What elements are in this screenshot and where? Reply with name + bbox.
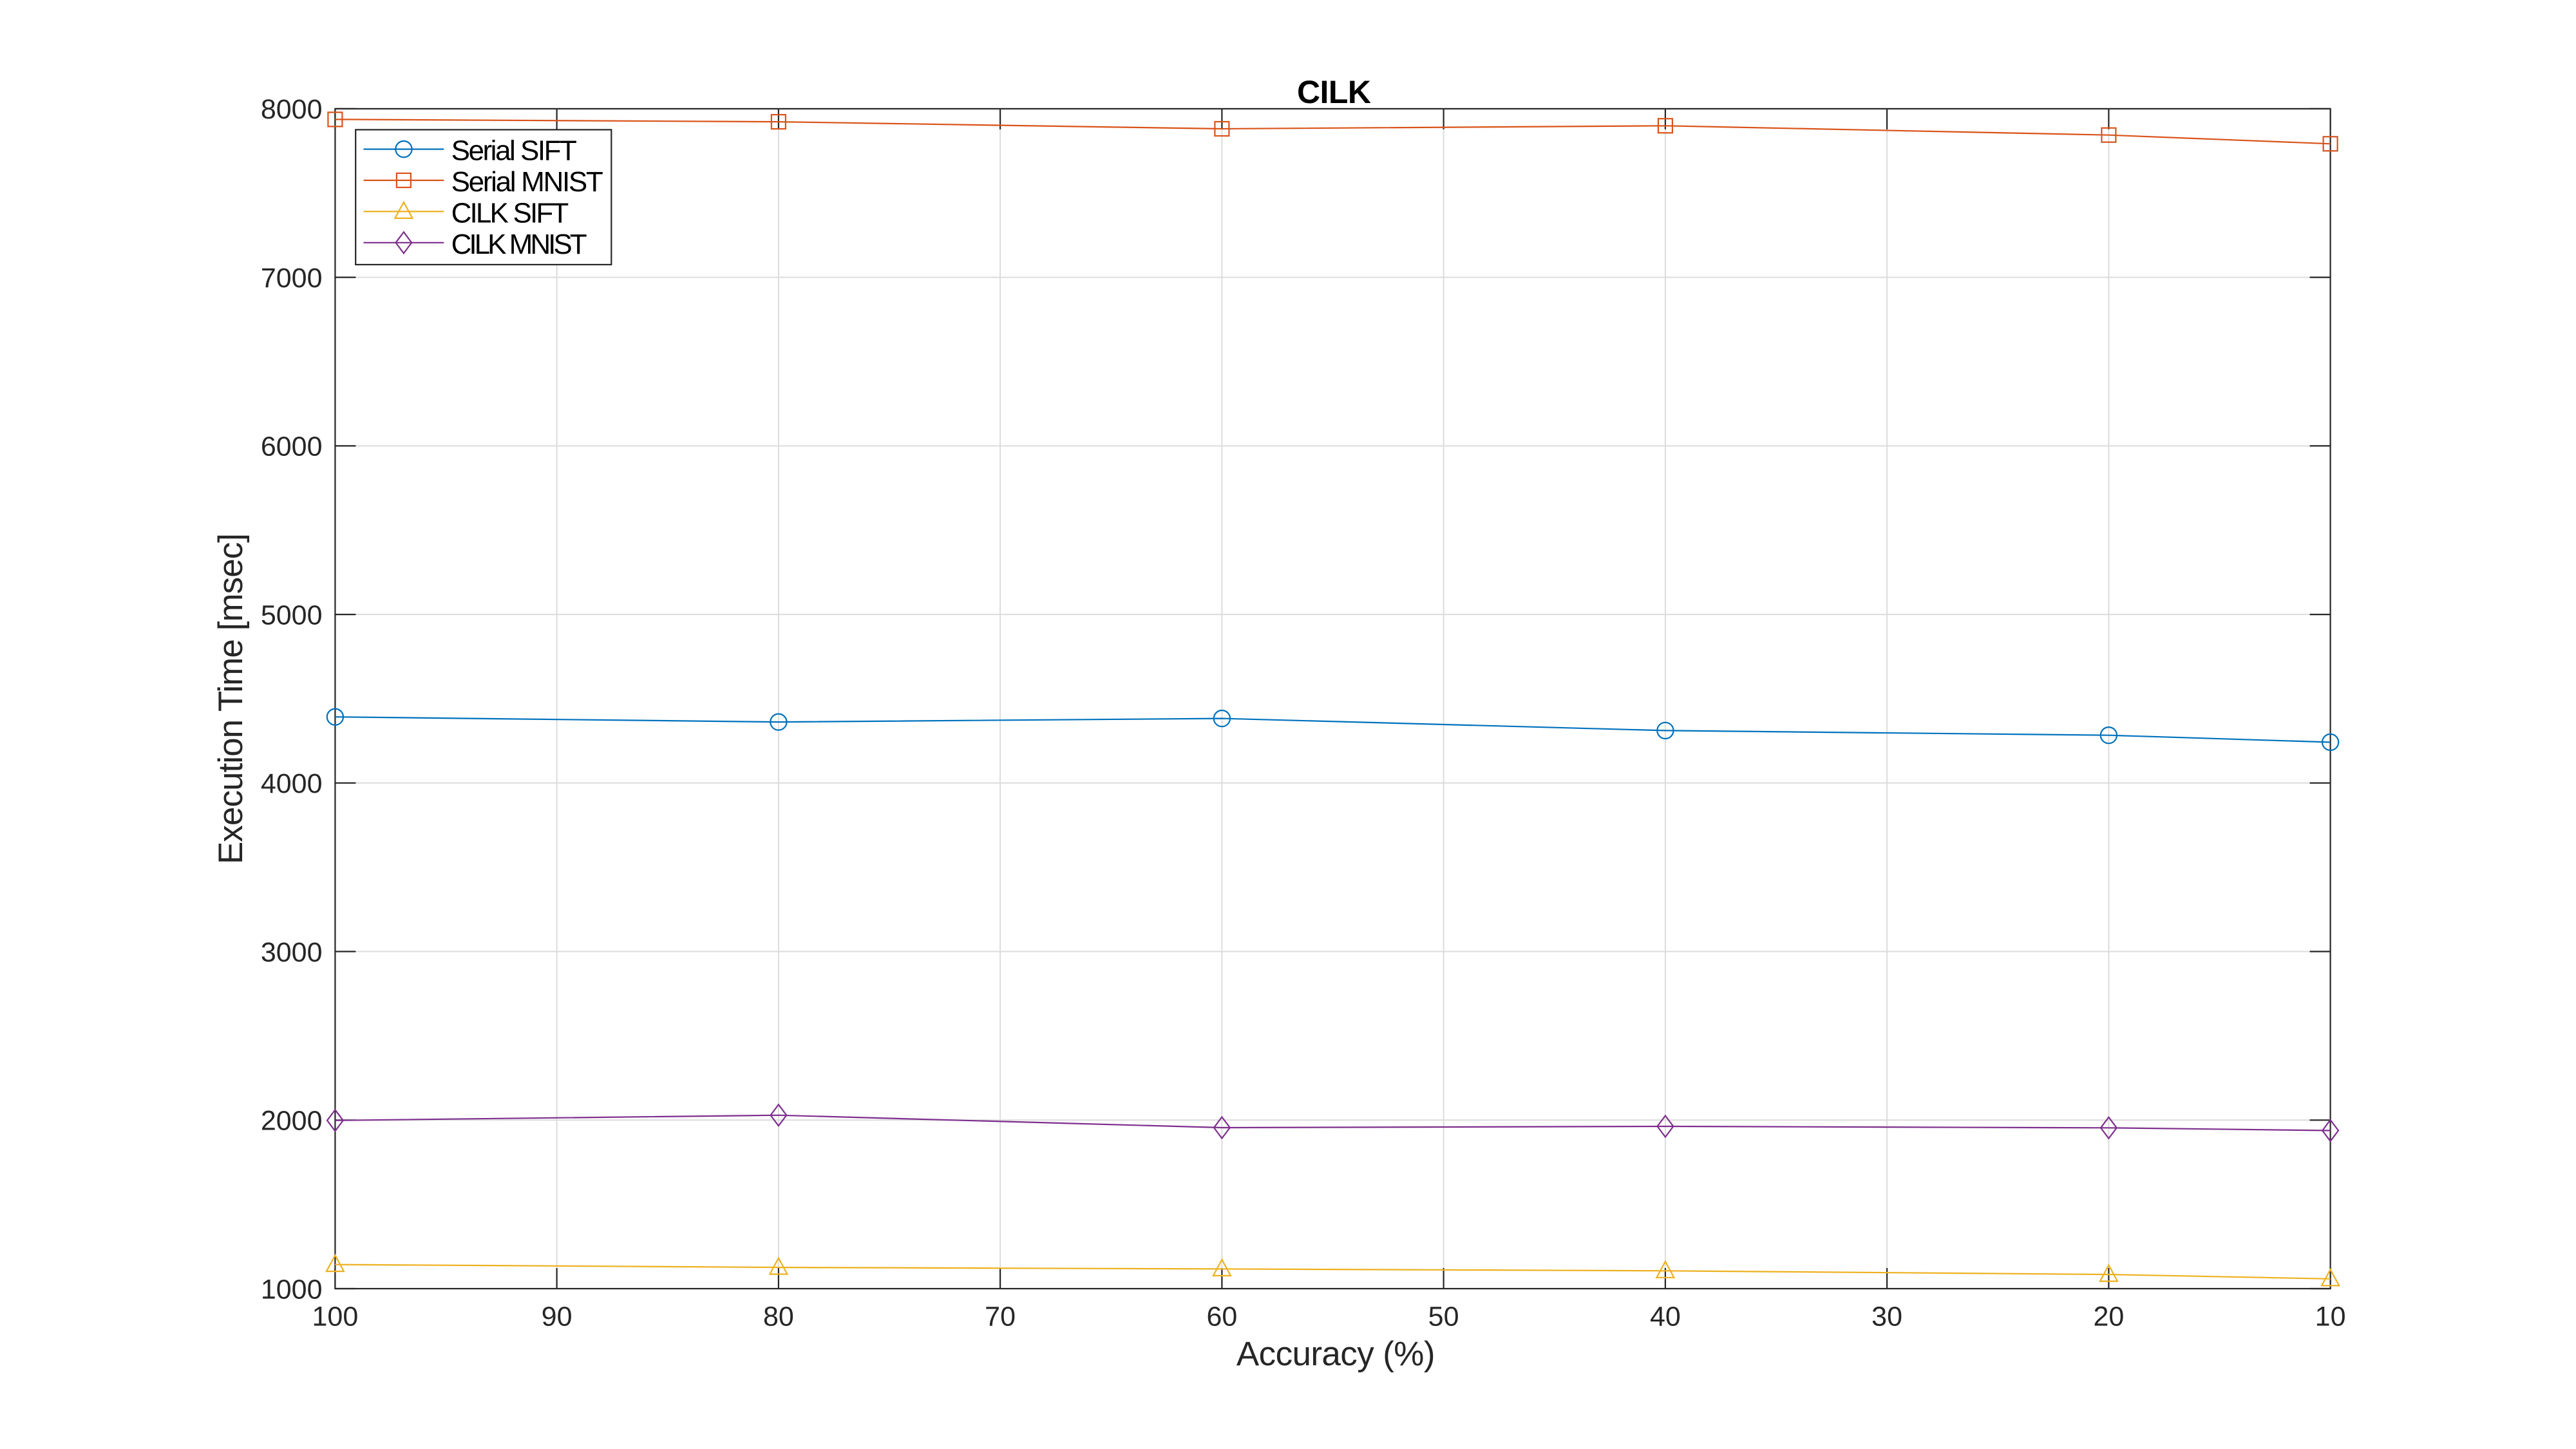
svg-text:8000: 8000 — [261, 94, 323, 125]
svg-text:CILK MNIST: CILK MNIST — [451, 229, 587, 260]
svg-text:3000: 3000 — [261, 937, 323, 968]
svg-text:CILK SIFT: CILK SIFT — [451, 197, 569, 229]
svg-text:80: 80 — [763, 1302, 794, 1332]
svg-text:40: 40 — [1650, 1302, 1681, 1332]
svg-text:90: 90 — [542, 1302, 573, 1332]
svg-text:2000: 2000 — [261, 1106, 323, 1137]
svg-text:70: 70 — [985, 1302, 1016, 1332]
svg-text:Execution Time [msec]: Execution Time [msec] — [212, 533, 250, 864]
svg-text:Serial SIFT: Serial SIFT — [451, 135, 577, 167]
svg-text:20: 20 — [2093, 1302, 2124, 1332]
svg-text:30: 30 — [1871, 1302, 1902, 1332]
svg-text:100: 100 — [312, 1302, 359, 1332]
svg-text:10: 10 — [2315, 1302, 2346, 1332]
svg-text:6000: 6000 — [261, 431, 323, 462]
svg-text:60: 60 — [1206, 1302, 1237, 1332]
svg-text:5000: 5000 — [261, 600, 323, 630]
svg-text:4000: 4000 — [261, 768, 323, 799]
svg-text:7000: 7000 — [261, 263, 323, 294]
svg-text:CILK: CILK — [1297, 74, 1371, 110]
svg-text:Accuracy (%): Accuracy (%) — [1236, 1335, 1435, 1373]
svg-text:1000: 1000 — [261, 1274, 323, 1305]
svg-text:Serial MNIST: Serial MNIST — [451, 166, 603, 198]
svg-text:50: 50 — [1428, 1302, 1459, 1332]
